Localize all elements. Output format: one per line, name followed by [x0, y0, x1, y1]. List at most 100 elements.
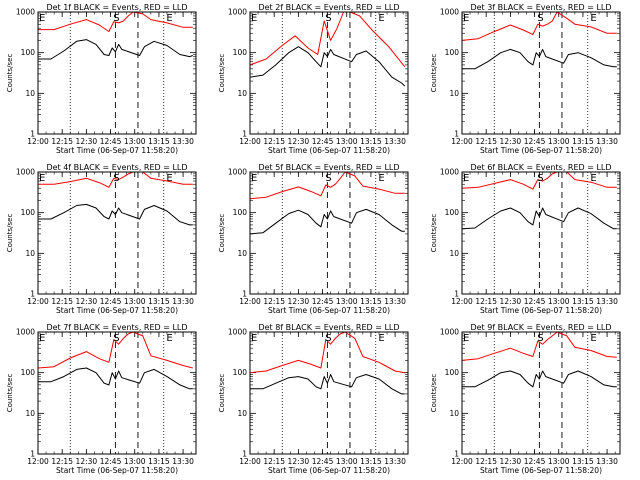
marker-letter: S	[325, 13, 331, 24]
y-tick-label: 100	[21, 48, 36, 57]
series-lld-red	[37, 331, 193, 369]
y-tick-label: 1000	[228, 168, 247, 177]
y-tick-label: 100	[21, 208, 36, 217]
x-tick-label: 12:30	[288, 297, 310, 306]
y-tick-label: 10	[449, 89, 459, 98]
x-tick-label: 13:15	[572, 297, 594, 306]
y-tick-label: 100	[445, 48, 460, 57]
marker-letter: S	[537, 173, 543, 184]
marker-letter: E	[590, 333, 596, 344]
panel-title: Det 7f BLACK = Events, RED = LLD	[46, 323, 187, 332]
y-tick-label: 100	[233, 208, 248, 217]
series-lld-red	[249, 11, 406, 68]
x-tick-label: 13:15	[148, 137, 170, 146]
panel-4: Det 4f BLACK = Events, RED = LLD Counts/s…	[6, 163, 197, 315]
series-events-black	[462, 48, 617, 70]
series-lld-red	[461, 331, 617, 361]
y-tick-label: 1	[30, 130, 35, 139]
plot-frame	[249, 331, 409, 455]
y-axis-label: Counts/sec	[6, 54, 14, 93]
marker-letter: S	[113, 173, 119, 184]
x-tick-label: 12:15	[475, 457, 497, 466]
x-axis-label: Start Time (06-Sep-07 11:58:20)	[56, 146, 178, 155]
x-axis-label: Start Time (06-Sep-07 11:58:20)	[56, 306, 178, 315]
panel-title: Det 3f BLACK = Events, RED = LLD	[470, 3, 611, 12]
y-tick-label: 10	[237, 89, 247, 98]
y-tick-label: 100	[233, 48, 248, 57]
marker-letter: E	[378, 13, 384, 24]
x-tick-label: 12:00	[239, 457, 261, 466]
marker-letter: E	[378, 333, 384, 344]
plot-frame	[37, 11, 197, 135]
marker-letter: S	[537, 13, 543, 24]
plot-frame	[461, 11, 621, 135]
y-tick-label: 1	[454, 130, 459, 139]
marker-letter: S	[113, 13, 119, 24]
y-tick-label: 1000	[440, 328, 459, 337]
x-tick-label: 12:45	[100, 137, 122, 146]
panel-8: Det 8f BLACK = Events, RED = LLD Counts/s…	[218, 323, 409, 475]
y-tick-label: 1000	[16, 328, 35, 337]
x-tick-label: 13:30	[384, 457, 406, 466]
y-tick-label: 1000	[228, 328, 247, 337]
panel-title: Det 1f BLACK = Events, RED = LLD	[46, 3, 187, 12]
y-tick-label: 1	[454, 290, 459, 299]
panel-title: Det 9f BLACK = Events, RED = LLD	[470, 323, 611, 332]
y-tick-label: 10	[449, 249, 459, 258]
y-tick-label: 10	[25, 409, 35, 418]
marker-letter: E	[378, 173, 384, 184]
marker-letter: E	[166, 333, 172, 344]
x-tick-label: 12:00	[27, 137, 49, 146]
marker-letter: E	[166, 173, 172, 184]
panel-title: Det 4f BLACK = Events, RED = LLD	[46, 163, 187, 172]
x-tick-label: 12:15	[263, 137, 285, 146]
x-tick-label: 13:30	[172, 137, 194, 146]
x-tick-label: 12:00	[239, 137, 261, 146]
plot-frame	[461, 171, 621, 295]
x-tick-label: 12:45	[100, 297, 122, 306]
y-tick-label: 100	[233, 368, 248, 377]
marker-letter: E	[251, 13, 257, 24]
panel-3: Det 3f BLACK = Events, RED = LLD Counts/s…	[430, 3, 621, 155]
y-tick-label: 1000	[228, 8, 247, 17]
x-tick-label: 12:30	[500, 297, 522, 306]
series-events-black	[249, 208, 405, 235]
plot-frame	[37, 171, 197, 295]
y-tick-label: 1	[30, 450, 35, 459]
panel-6: Det 6f BLACK = Events, RED = LLD Counts/s…	[430, 163, 621, 315]
x-axis-label: Start Time (06-Sep-07 11:58:20)	[480, 146, 602, 155]
x-tick-label: 13:00	[548, 297, 570, 306]
x-tick-label: 13:30	[596, 457, 618, 466]
x-tick-label: 12:00	[27, 457, 49, 466]
series-lld-red	[461, 11, 617, 41]
y-tick-label: 100	[21, 368, 36, 377]
marker-letter: E	[166, 13, 172, 24]
x-tick-label: 12:45	[100, 457, 122, 466]
marker-letter: E	[39, 173, 45, 184]
marker-letter: S	[325, 173, 331, 184]
y-axis-label: Counts/sec	[6, 374, 14, 413]
x-tick-label: 13:00	[124, 457, 146, 466]
x-tick-label: 12:15	[51, 137, 73, 146]
y-axis-label: Counts/sec	[6, 214, 14, 253]
marker-letter: E	[39, 13, 45, 24]
x-axis-label: Start Time (06-Sep-07 11:58:20)	[268, 306, 390, 315]
x-axis-label: Start Time (06-Sep-07 11:58:20)	[480, 306, 602, 315]
y-tick-label: 10	[237, 249, 247, 258]
x-tick-label: 12:30	[76, 137, 98, 146]
x-tick-label: 13:15	[148, 457, 170, 466]
panel-title: Det 5f BLACK = Events, RED = LLD	[258, 163, 399, 172]
x-tick-label: 13:00	[336, 297, 358, 306]
x-tick-label: 13:30	[596, 137, 618, 146]
y-tick-label: 1000	[440, 168, 459, 177]
panel-title: Det 8f BLACK = Events, RED = LLD	[258, 323, 399, 332]
x-tick-label: 12:15	[263, 457, 285, 466]
x-tick-label: 13:15	[360, 137, 382, 146]
plot-frame	[37, 331, 197, 455]
x-tick-label: 12:30	[500, 457, 522, 466]
x-tick-label: 12:30	[500, 137, 522, 146]
y-tick-label: 100	[445, 368, 460, 377]
x-tick-label: 12:30	[76, 457, 98, 466]
y-axis-label: Counts/sec	[430, 54, 438, 93]
y-axis-label: Counts/sec	[430, 214, 438, 253]
